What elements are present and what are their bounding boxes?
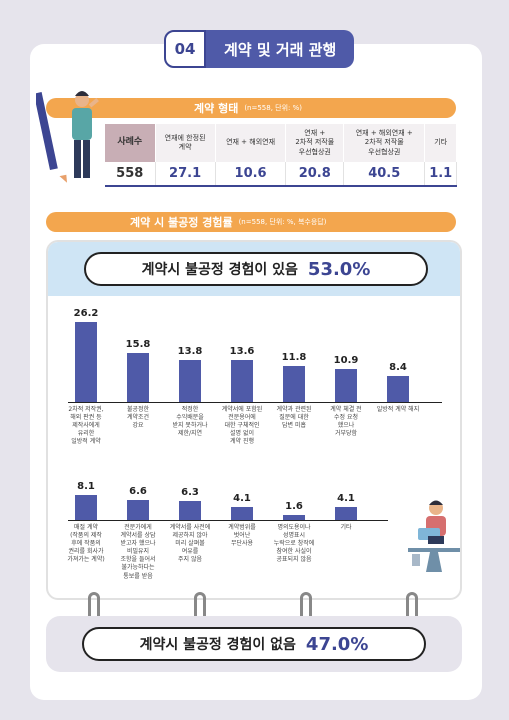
table-cell: 20.8	[285, 162, 345, 187]
unfair-chart-panel: 계약시 불공정 경험이 있음 53.0% 26.2 2차적 저작권, 해외 판권 …	[46, 240, 462, 600]
bar-category-label: 불공정한 계약조건 강요	[126, 406, 150, 430]
table-header-row: 사례수 연재에 한정된 계약 연재 + 해외연재 연재 + 2차적 저작물 우선…	[105, 124, 457, 162]
contract-type-meta: (n=558, 단위: %)	[244, 104, 303, 112]
unfair-no-callout: 계약시 불공정 경험이 없음 47.0%	[82, 627, 426, 661]
unfair-yes-percent: 53.0%	[307, 258, 371, 280]
bar-value-label: 8.1	[77, 481, 95, 493]
unfair-no-panel: 계약시 불공정 경험이 없음 47.0%	[46, 616, 462, 672]
chart-bar	[75, 321, 97, 402]
section-tab: 04 계약 및 거래 관행	[164, 30, 355, 68]
table-cell: 1.1	[424, 162, 457, 187]
chart-bar	[283, 365, 305, 402]
chart-bar	[127, 353, 149, 402]
table-row: 558 27.1 10.6 20.8 40.5 1.1	[105, 162, 457, 187]
unfair-no-label: 계약시 불공정 경험이 없음	[139, 637, 296, 653]
section-title: 계약 및 거래 관행	[206, 30, 355, 68]
unfair-meta: (n=558, 단위: %, 복수응답)	[238, 218, 327, 226]
bar-value-label: 11.8	[281, 351, 307, 363]
bar-category-label: 계약서에 포함된 전문용어에 대한 구체적인 설명 없이 계약 진행	[221, 406, 263, 446]
chart-axis-line	[68, 520, 388, 521]
bar-category-label: 계약과 관련된 질문에 대한 답변 미흡	[276, 406, 312, 430]
chart-axis-line	[68, 402, 442, 403]
unfair-no-percent: 47.0%	[305, 633, 369, 655]
chart-bar	[231, 360, 253, 402]
bar-value-label: 15.8	[125, 339, 151, 351]
bar-category-label: 명의도용이나 성명표시 누락으로 창작에 참여한 사실이 공표되지 않음	[273, 524, 315, 564]
bar-value-label: 1.6	[285, 501, 303, 513]
bar-category-label: 계약서를 사전에 제공하지 않아 미리 살펴볼 여유를 주지 않음	[169, 524, 211, 564]
unfair-yes-label: 계약시 불공정 경험이 있음	[141, 262, 298, 278]
bar-category-label: 일방적 계약 해지	[376, 406, 420, 413]
table-header-cell: 연재 + 해외연재 + 2차적 저작물 우선협상권	[343, 124, 426, 162]
bar-value-label: 6.3	[181, 486, 199, 498]
chart-bar	[231, 507, 253, 520]
chart-bar	[335, 368, 357, 402]
chart-bar	[127, 499, 149, 520]
chart-bar	[179, 359, 201, 402]
unfair-title: 계약 시 불공정 경험률	[130, 216, 233, 229]
bar-category-label: 계약범위를 벗어난 무단사용	[228, 524, 256, 548]
bar-value-label: 6.6	[129, 485, 147, 497]
bar-category-label: 전문가에게 계약서를 상담 받고자 했으나 비밀유지 조항을 들어서 불가능하다…	[120, 524, 156, 580]
contract-type-table: 사례수 연재에 한정된 계약 연재 + 해외연재 연재 + 2차적 저작물 우선…	[105, 124, 457, 187]
unfair-header: 계약 시 불공정 경험률 (n=558, 단위: %, 복수응답)	[46, 212, 456, 232]
bar-category-label: 적정한 수익배분을 받지 못하거나 제한/지연	[172, 406, 208, 438]
contract-type-header: 계약 형태 (n=558, 단위: %)	[46, 98, 456, 118]
bar-category-label: 기타	[340, 524, 352, 531]
table-header-cell: 연재 + 해외연재	[215, 124, 287, 162]
bar-value-label: 10.9	[333, 354, 359, 366]
person-with-pencil-illustration	[36, 91, 99, 183]
table-header-cell: 연재 + 2차적 저작물 우선협상권	[285, 124, 345, 162]
section-number: 04	[164, 30, 206, 68]
bar-value-label: 26.2	[73, 307, 99, 319]
table-header-cell: 사례수	[105, 124, 156, 162]
bar-value-label: 13.6	[229, 346, 255, 358]
bar-value-label: 13.8	[177, 345, 203, 357]
chart-bar	[387, 376, 409, 402]
table-cell: 40.5	[343, 162, 426, 187]
contract-type-title: 계약 형태	[194, 102, 239, 115]
chart-bar	[179, 500, 201, 520]
bar-value-label: 4.1	[233, 493, 251, 505]
table-header-cell: 기타	[424, 124, 457, 162]
bar-category-label: 매절 계약 (작품의 제작 후에 작품의 권리를 회사가 가져가는 계약)	[67, 524, 105, 564]
table-cell: 10.6	[215, 162, 287, 187]
chart-bar	[335, 507, 357, 520]
bar-category-label: 계약 체결 전 수정 요청 했으나 거부당함	[330, 406, 362, 438]
person-on-seesaw-illustration	[408, 500, 460, 572]
unfair-yes-callout: 계약시 불공정 경험이 있음 53.0%	[84, 252, 428, 286]
chart-bar	[283, 515, 305, 520]
bar-value-label: 8.4	[389, 362, 407, 374]
table-header-cell: 연재에 한정된 계약	[155, 124, 216, 162]
bar-category-label: 2차적 저작권, 해외 판권 등 제작사에게 유리한 일방적 계약	[68, 406, 104, 446]
table-cell: 27.1	[155, 162, 216, 187]
chart-bar	[75, 495, 97, 520]
table-cell: 558	[105, 162, 156, 187]
bar-value-label: 4.1	[337, 493, 355, 505]
